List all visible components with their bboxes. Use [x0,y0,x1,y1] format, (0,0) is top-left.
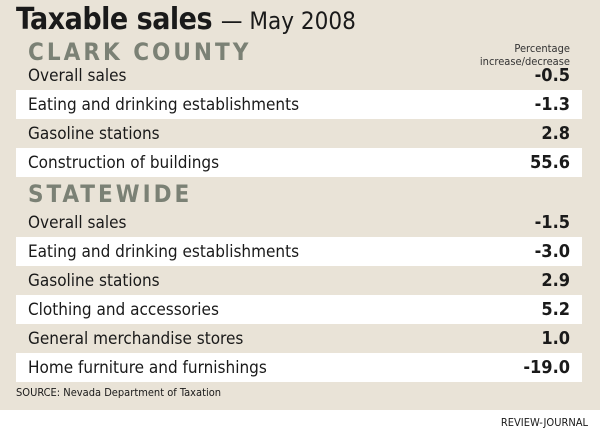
row-label: Eating and drinking establishments [28,241,300,262]
title-date: — May 2008 [220,7,356,35]
section-heading: STATEWIDE [28,180,193,208]
row-value: -1.5 [534,212,570,233]
column-header-line2: increase/decrease [479,55,570,68]
row-label: Overall sales [28,212,127,233]
source-note: SOURCE: Nevada Department of Taxation [16,386,222,399]
row-label: Gasoline stations [28,270,160,291]
chart-title: Taxable sales — May 2008 [16,2,356,37]
row-label: General merchandise stores [28,328,244,349]
row-value: 5.2 [541,299,570,320]
table-row: Construction of buildings 55.6 [16,148,582,177]
table-row: Gasoline stations 2.9 [16,266,582,295]
row-value: 1.0 [541,328,570,349]
credit: REVIEW-JOURNAL [500,416,588,429]
table-row: Home furniture and furnishings -19.0 [16,353,582,382]
row-value: -1.3 [534,94,570,115]
row-value: 2.9 [541,270,570,291]
table-row: General merchandise stores 1.0 [16,324,582,353]
row-label: Home furniture and furnishings [28,357,267,378]
row-value: 55.6 [530,152,570,173]
column-header: Percentage increase/decrease [480,42,570,68]
table-row: Gasoline stations 2.8 [16,119,582,148]
row-label: Overall sales [28,65,127,86]
table-row: Overall sales -1.5 [16,208,582,237]
row-value: 2.8 [541,123,570,144]
row-value: -19.0 [523,357,570,378]
table-row: Eating and drinking establishments -3.0 [16,237,582,266]
row-value: -3.0 [534,241,570,262]
table-row: Clothing and accessories 5.2 [16,295,582,324]
table-row: Eating and drinking establishments -1.3 [16,90,582,119]
row-value: -0.5 [534,65,570,86]
row-label: Eating and drinking establishments [28,94,300,115]
section-heading: CLARK COUNTY [28,38,252,66]
row-label: Construction of buildings [28,152,220,173]
infographic-panel: Taxable sales — May 2008 Percentage incr… [0,0,600,410]
row-label: Clothing and accessories [28,299,219,320]
column-header-line1: Percentage [514,42,570,55]
table-row: Overall sales -0.5 [16,61,582,90]
title-main: Taxable sales [16,2,213,37]
row-label: Gasoline stations [28,123,160,144]
